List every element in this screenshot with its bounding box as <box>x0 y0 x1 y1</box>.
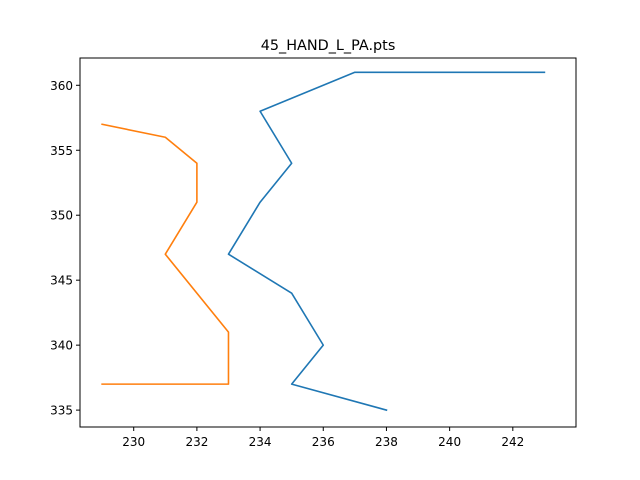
x-tick-label: 236 <box>312 435 335 449</box>
x-tick-label: 242 <box>501 435 524 449</box>
y-tick-label: 340 <box>50 339 73 353</box>
series-1-line <box>227 71 546 412</box>
y-tick-label: 335 <box>50 404 73 418</box>
x-tick-label: 232 <box>185 435 208 449</box>
series-2-line <box>101 123 230 385</box>
x-tick-label: 238 <box>375 435 398 449</box>
series-layer <box>101 71 546 412</box>
y-tick-label: 350 <box>50 209 73 223</box>
plot-frame <box>79 57 577 428</box>
y-axis: 335 340 345 350 355 360 <box>50 79 80 418</box>
x-tick-label: 230 <box>122 435 145 449</box>
y-tick-label: 345 <box>50 274 73 288</box>
x-axis: 230 232 234 236 238 240 242 <box>122 427 524 449</box>
y-tick-label: 360 <box>50 79 73 93</box>
x-tick-label: 234 <box>249 435 272 449</box>
y-tick-label: 355 <box>50 144 73 158</box>
chart-title: 45_HAND_L_PA.pts <box>261 38 396 54</box>
x-tick-label: 240 <box>438 435 461 449</box>
